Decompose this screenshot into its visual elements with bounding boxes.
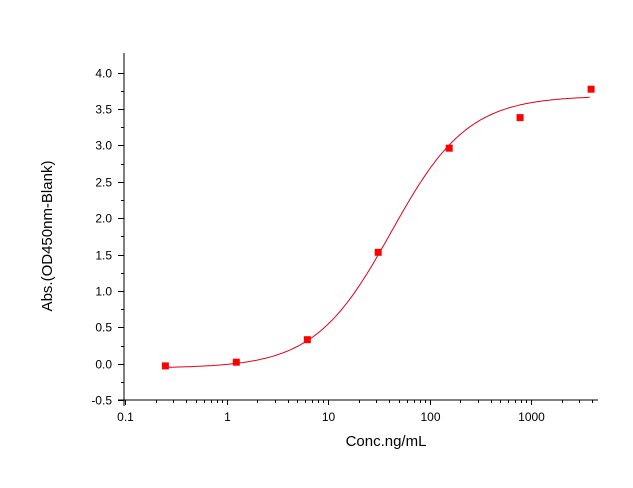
data-point — [232, 358, 240, 366]
data-point — [516, 114, 524, 122]
x-tick-label: 100 — [420, 410, 440, 424]
data-point — [587, 85, 595, 93]
y-tick-label: 0.0 — [95, 358, 112, 372]
data-point — [303, 336, 311, 344]
fit-curve — [165, 96, 590, 368]
plot-area — [161, 85, 595, 370]
data-point — [445, 144, 453, 152]
x-axis-title: Conc.ng/mL — [346, 433, 427, 450]
x-tick-label: 1000 — [518, 410, 545, 424]
y-axis-title: Abs.(OD450nm-Blank) — [39, 161, 56, 312]
x-tick-label: 0.1 — [117, 410, 134, 424]
axes: -0.5 0.0 0.5 1.0 1.5 2.0 2.5 3.0 3.5 4.0 0.1 1 10 100… — [91, 53, 598, 424]
y-tick-label: 4.0 — [95, 67, 112, 81]
x-tick-label: 1 — [224, 410, 231, 424]
y-tick-label: 2.0 — [95, 212, 112, 226]
data-point — [374, 248, 382, 256]
x-tick-label: 10 — [322, 410, 336, 424]
y-tick-label: 0.5 — [95, 321, 112, 335]
data-point — [161, 362, 169, 370]
y-tick-label: 3.5 — [95, 103, 112, 117]
y-tick-label: 3.0 — [95, 139, 112, 153]
y-tick-label: -0.5 — [91, 394, 112, 408]
y-tick-label: 1.5 — [95, 249, 112, 263]
y-tick-label: 1.0 — [95, 285, 112, 299]
y-tick-label: 2.5 — [95, 176, 112, 190]
